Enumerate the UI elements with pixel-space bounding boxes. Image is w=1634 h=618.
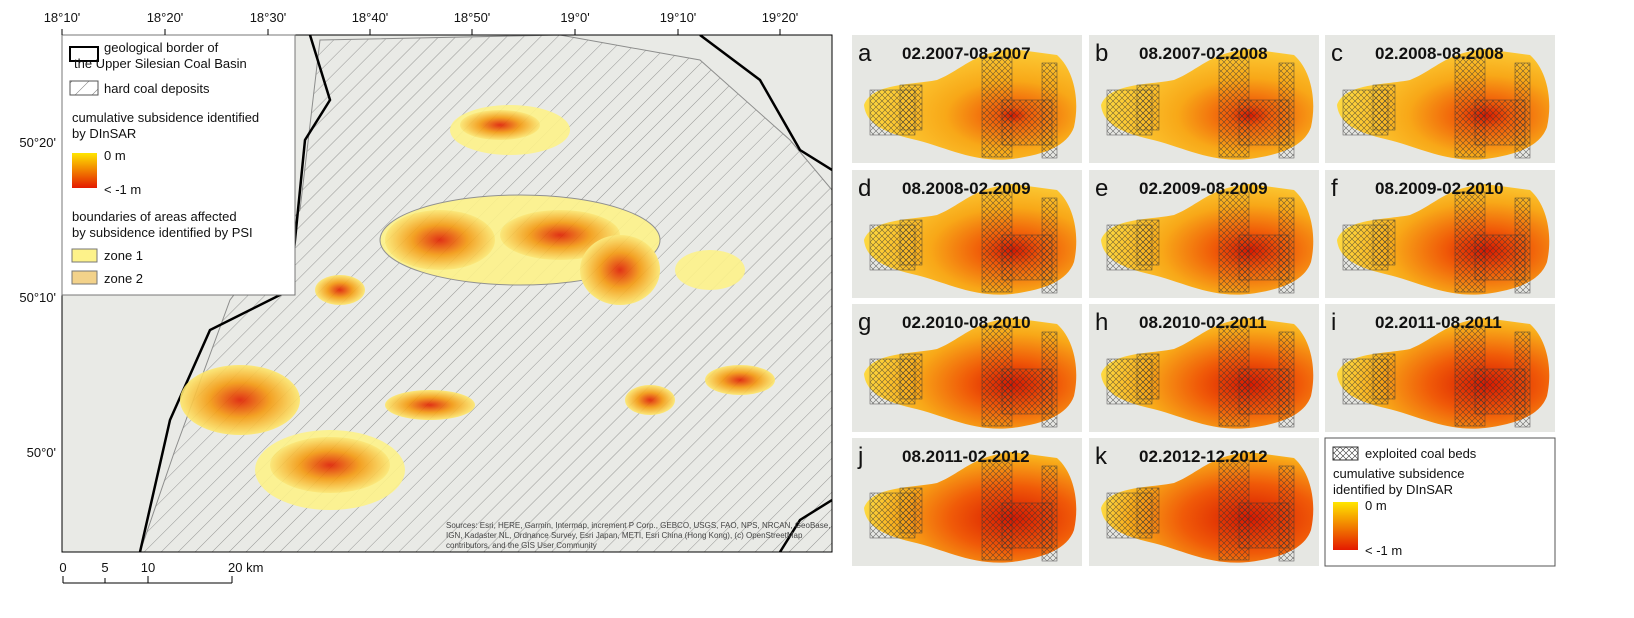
coal-bed	[1238, 234, 1290, 281]
panel-period: 08.2007-02.2008	[1139, 44, 1268, 63]
panel-period: 02.2007-08.2007	[902, 44, 1031, 63]
legend-text: by subsidence identified by PSI	[72, 225, 253, 240]
attribution: contributors, and the GIS User Community	[446, 541, 597, 550]
coal-bed	[1372, 353, 1396, 400]
legend-text: cumulative subsidence	[1333, 466, 1465, 481]
scale-label: 5	[101, 560, 108, 575]
lat-label: 50°10'	[19, 290, 56, 305]
attribution: Sources: Esri, HERE, Garmin, Intermap, i…	[446, 521, 830, 530]
panel-period: 08.2009-02.2010	[1375, 179, 1504, 198]
panel-letter: c	[1331, 40, 1343, 67]
map: Sources: Esri, HERE, Garmin, Intermap, i…	[62, 35, 832, 552]
panel: b 08.2007-02.2008	[1089, 35, 1319, 163]
coal-bed	[1136, 84, 1160, 131]
legend-text: 0 m	[1365, 498, 1387, 513]
coal-bed	[1372, 84, 1396, 131]
panel: a 02.2007-08.2007	[852, 35, 1082, 163]
coal-bed	[1238, 368, 1290, 415]
coal-bed	[899, 487, 923, 534]
lon-label: 19°20'	[762, 10, 799, 25]
coal-bed	[1001, 368, 1053, 415]
panel-letter: j	[857, 443, 863, 470]
panel: i 02.2011-08.2011	[1325, 304, 1555, 432]
panel-letter: h	[1095, 309, 1108, 336]
coal-bed	[1474, 99, 1526, 146]
legend-swatch	[1332, 446, 1359, 461]
coal-bed	[1238, 99, 1290, 146]
scale-label: 0	[59, 560, 66, 575]
legend-text: cumulative subsidence identified	[72, 110, 259, 125]
coal-bed	[1001, 99, 1053, 146]
coal-bed	[1001, 502, 1053, 549]
lon-label: 18°40'	[352, 10, 389, 25]
panel: k 02.2012-12.2012	[1089, 438, 1319, 566]
panel-period: 02.2010-08.2010	[902, 313, 1031, 332]
lat-label: 50°20'	[19, 135, 56, 150]
panel-letter: d	[858, 175, 871, 202]
panel-letter: b	[1095, 40, 1108, 67]
coal-bed	[1136, 353, 1160, 400]
coal-bed	[1372, 219, 1396, 266]
panel-letter: k	[1095, 443, 1108, 470]
lon-label: 18°20'	[147, 10, 184, 25]
panel: f 08.2009-02.2010	[1325, 170, 1555, 298]
panel-period: 02.2011-08.2011	[1375, 313, 1502, 332]
panel-period: 08.2010-02.2011	[1139, 313, 1267, 332]
legend-text: identified by DInSAR	[1333, 482, 1453, 497]
coal-bed	[1238, 502, 1290, 549]
panel: e 02.2009-08.2009	[1089, 170, 1319, 298]
legend-text: boundaries of areas affected	[72, 209, 237, 224]
panel-letter: f	[1331, 175, 1338, 202]
coal-bed	[1474, 234, 1526, 281]
attribution: IGN, Kadaster NL, Ordnance Survey, Esri …	[446, 531, 803, 540]
legend-text: zone 2	[104, 271, 143, 286]
panel-period: 02.2008-08.2008	[1375, 44, 1504, 63]
legend-box	[1324, 437, 1556, 567]
legend-text: zone 1	[104, 248, 143, 263]
legend-ramp	[1333, 502, 1358, 550]
coal-bed	[899, 353, 923, 400]
scale-label: 10	[141, 560, 155, 575]
panel-letter: i	[1331, 309, 1336, 336]
coal-bed	[899, 84, 923, 131]
coal-bed	[1136, 219, 1160, 266]
panel-legend: exploited coal beds cumulative subsidence…	[1324, 437, 1556, 567]
coal-bed	[899, 219, 923, 266]
lon-label: 18°50'	[454, 10, 491, 25]
legend-text: 0 m	[104, 148, 126, 163]
panel: c 02.2008-08.2008	[1325, 35, 1555, 163]
panel-period: 02.2012-12.2012	[1139, 447, 1268, 466]
legend-text: geological border of	[104, 40, 219, 55]
panel-period: 08.2008-02.2009	[902, 179, 1031, 198]
panel: h 08.2010-02.2011	[1089, 304, 1319, 432]
lon-label: 19°0'	[560, 10, 589, 25]
coal-bed	[1001, 234, 1053, 281]
legend-text: the Upper Silesian Coal Basin	[74, 56, 247, 71]
legend-text: by DInSAR	[72, 126, 136, 141]
panel: d 08.2008-02.2009	[852, 170, 1082, 298]
legend-text: exploited coal beds	[1365, 446, 1477, 461]
map-legend: geological border of the Upper Silesian …	[61, 34, 296, 296]
coal-bed	[1136, 487, 1160, 534]
panel: g 02.2010-08.2010	[852, 304, 1082, 432]
coal-bed	[1474, 368, 1526, 415]
lat-label: 50°0'	[27, 445, 56, 460]
panel-letter: a	[858, 40, 872, 67]
legend-text: hard coal deposits	[104, 81, 210, 96]
panel-letter: e	[1095, 175, 1108, 202]
scale-bar	[62, 576, 233, 584]
scale-label: 20 km	[228, 560, 263, 575]
panel-period: 08.2011-02.2012	[902, 447, 1030, 466]
lon-label: 18°10'	[44, 10, 81, 25]
legend-text: < -1 m	[104, 182, 141, 197]
panel-period: 02.2009-08.2009	[1139, 179, 1268, 198]
panel-letter: g	[858, 309, 871, 336]
lon-label: 19°10'	[660, 10, 697, 25]
panel: j 08.2011-02.2012	[852, 438, 1082, 566]
legend-text: < -1 m	[1365, 543, 1402, 558]
lon-label: 18°30'	[250, 10, 287, 25]
